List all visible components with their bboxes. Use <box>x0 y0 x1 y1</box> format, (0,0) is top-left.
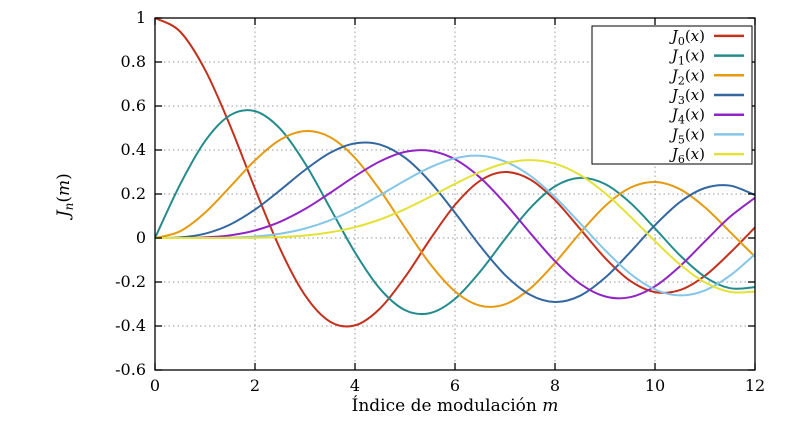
curve-series-3 <box>155 141 755 304</box>
y-tick-label: -0.6 <box>115 360 146 379</box>
curve-series-0 <box>155 18 755 328</box>
x-tick-label: 6 <box>450 376 460 395</box>
y-label-sub: n <box>62 202 77 211</box>
curve-series-6 <box>155 159 755 294</box>
legend-label-2: J2(x) <box>669 66 705 87</box>
x-axis-label: Índice de modulación m <box>155 396 755 416</box>
y-label-close-paren: ) <box>53 173 74 180</box>
curve-series-2 <box>155 130 755 308</box>
y-tick-label: -0.4 <box>115 316 146 335</box>
x-tick-label: 0 <box>150 376 160 395</box>
legend-label-3: J3(x) <box>669 86 705 107</box>
curve-series-5 <box>155 154 755 297</box>
y-tick-label: 0.4 <box>121 140 146 159</box>
legend-label-0: J0(x) <box>669 27 705 48</box>
legend-label-4: J4(x) <box>669 106 705 127</box>
x-label-text: Índice de modulación <box>351 396 537 416</box>
y-tick-label: 0.8 <box>121 52 146 71</box>
legend-label-6: J6(x) <box>669 145 705 166</box>
y-tick-label: 0.6 <box>121 96 146 115</box>
y-tick-label: 0.2 <box>121 184 146 203</box>
y-tick-label: -0.2 <box>115 272 146 291</box>
legend-label-5: J5(x) <box>669 125 705 146</box>
legend-label-1: J1(x) <box>669 47 705 68</box>
y-axis-label: Jn(m) <box>54 155 76 235</box>
x-tick-label: 10 <box>645 376 665 395</box>
x-tick-label: 4 <box>350 376 360 395</box>
y-tick-label: 1 <box>136 8 146 27</box>
x-tick-label: 12 <box>745 376 765 395</box>
x-tick-label: 8 <box>550 376 560 395</box>
y-label-var: m <box>53 179 74 196</box>
curves-group <box>155 18 755 328</box>
x-tick-label: 2 <box>250 376 260 395</box>
curve-series-1 <box>155 109 755 316</box>
y-label-func: J <box>53 210 74 218</box>
y-tick-label: 0 <box>136 228 146 247</box>
x-label-var: m <box>542 396 559 416</box>
y-label-open-paren: ( <box>53 195 74 203</box>
